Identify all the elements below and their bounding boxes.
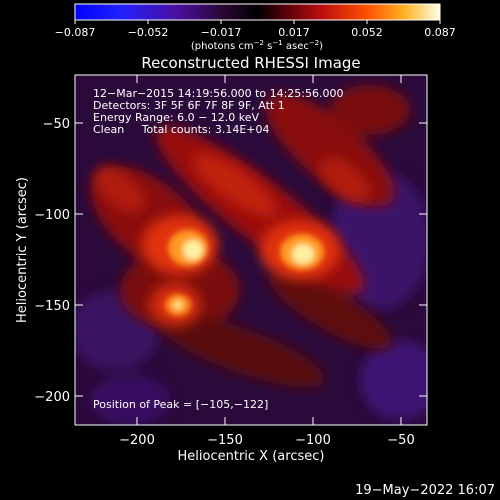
y-axis-ticks: [75, 122, 427, 397]
colorbar-tick-label: 0.017: [278, 26, 310, 39]
colorbar-units: (photons cm−2 s−1 asec−2): [191, 39, 323, 52]
image-title: Reconstructed RHESSI Image: [141, 54, 360, 72]
y-axis-label: Heliocentric Y (arcsec): [15, 177, 30, 323]
solar-image: [75, 75, 427, 425]
x-axis-label: Heliocentric X (arcsec): [178, 449, 325, 464]
colorbar-tick-label: −0.017: [201, 26, 242, 39]
colorbar-tick-label: −0.087: [55, 26, 96, 39]
colorbar-tick-label: 0.087: [424, 26, 456, 39]
annotation-detectors: Detectors: 3F 5F 6F 7F 8F 9F, Att 1: [93, 99, 285, 112]
x-tick-label: −150: [207, 433, 243, 448]
annotation-energy: Energy Range: 6.0 − 12.0 keV: [93, 111, 260, 124]
x-tick-label: −200: [119, 433, 155, 448]
colorbar-tick-label: 0.052: [351, 26, 383, 39]
plot-frame: [74, 74, 428, 426]
colorbar-ticks: [74, 20, 441, 24]
x-tick-label: −100: [295, 433, 331, 448]
colorbar: [74, 3, 441, 21]
y-tick-label: −200: [34, 390, 70, 405]
timestamp: 19−May−2022 16:07: [355, 483, 495, 498]
y-tick-label: −150: [34, 299, 70, 314]
y-tick-label: −50: [43, 117, 70, 132]
x-tick-label: −50: [387, 433, 414, 448]
peak-position-label: Position of Peak = [−105,−122]: [93, 398, 268, 411]
annotation-time: 12−Mar−2015 14:19:56.000 to 14:25:56.000: [93, 87, 344, 100]
x-axis-ticks: [136, 75, 402, 425]
colorbar-tick-label: −0.052: [128, 26, 169, 39]
annotation-counts: Clean Total counts: 3.14E+04: [93, 123, 270, 136]
y-tick-label: −100: [34, 208, 70, 223]
